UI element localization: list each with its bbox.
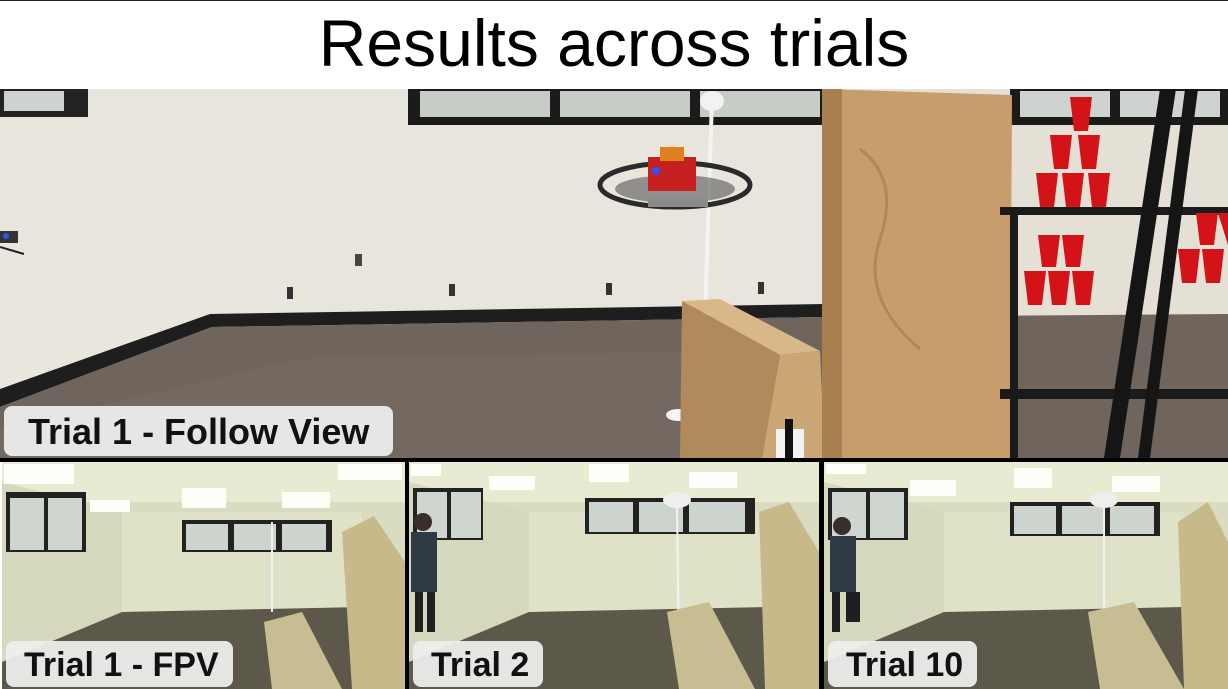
drone [597,147,753,210]
drone-partial [0,231,25,255]
divider-horizontal [0,458,1228,462]
page-title: Results across trials [318,5,910,80]
trial2-label: Trial 2 [413,641,544,687]
trial10-video: Trial 10 [824,462,1228,689]
follow-view-scene [0,89,1228,458]
trial2-video: Trial 2 [409,462,819,689]
fpv-trial1-label: Trial 1 - FPV [6,641,233,687]
divider-1 [405,462,409,689]
follow-view-label: Trial 1 - Follow View [4,406,394,456]
title-bar: Results across trials [0,0,1228,90]
trial10-label: Trial 10 [828,641,978,687]
divider-2 [819,462,824,689]
red-cups [1024,97,1228,305]
fpv-trial1-video: Trial 1 - FPV [2,462,405,689]
pilot-person [830,517,860,632]
follow-view-video: Trial 1 - Follow View [0,89,1228,458]
pilot-person [411,513,437,632]
